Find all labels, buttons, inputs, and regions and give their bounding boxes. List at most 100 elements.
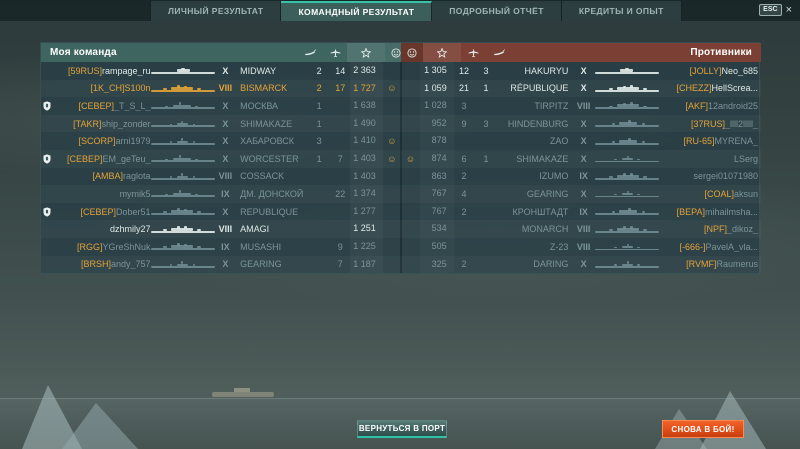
ship-silhouette-cell: [150, 119, 215, 128]
table-row[interactable]: 505 Z-23 VIII [-666-]PavelA_vla...: [401, 238, 761, 256]
base-xp-cell: 767: [420, 203, 454, 221]
ship-name-cell: MUSASHI: [240, 241, 282, 252]
player-name-cell: [JOLLY]Neo_685: [659, 66, 761, 76]
ship-silhouette: [150, 225, 215, 234]
ship-name-cell: DARING: [533, 259, 569, 270]
table-row[interactable]: [СЕВЕР]Dober51 X REPUBLIQUE 1 277: [41, 203, 401, 221]
iceberg: [62, 403, 138, 449]
base-xp-cell: 1 277: [350, 203, 383, 221]
achievement-cell: ☺: [401, 154, 420, 164]
table-row[interactable]: 1 305 12 3 HAKURYU X [JOLLY]Neo_685: [401, 62, 761, 80]
ship-kill-icon[interactable]: [485, 43, 512, 62]
ship-name-cell: WORCESTER: [240, 153, 299, 164]
close-icon[interactable]: ×: [785, 3, 792, 16]
table-row[interactable]: [1K_CH]S100n VIII BISMARCK 2 17 1 727 ☺: [41, 80, 401, 98]
ship-silhouette: [594, 66, 659, 75]
clan-tag: [59RUS]: [68, 65, 103, 76]
player-nickname: MYRENA_: [714, 136, 758, 147]
ship-name-cell: HINDENBURG: [507, 118, 569, 129]
table-row[interactable]: 863 2 IZUMO IX sergei01071980: [401, 168, 761, 186]
star-xp-icon[interactable]: [423, 43, 461, 62]
player-nickname: EM_geTeu_: [102, 153, 151, 164]
esc-key-badge: ESC: [759, 4, 782, 16]
table-row[interactable]: 534 MONARCH VIII [NPF]_dikoz_: [401, 220, 761, 238]
ship-tier-cell: X: [580, 118, 587, 129]
player-nickname: mymik5: [119, 188, 151, 199]
tab-3[interactable]: КРЕДИТЫ И ОПЫТ: [561, 1, 682, 21]
player-nickname: YGreShNuk: [102, 241, 151, 252]
tab-0[interactable]: ЛИЧНЫЙ РЕЗУЛЬТАТ: [150, 1, 282, 21]
achievement-medal-icon: ☺: [405, 153, 416, 164]
clan-tag: [RVMF]: [686, 259, 717, 270]
base-xp-cell: 1 028: [420, 97, 454, 115]
star-xp-icon[interactable]: [347, 43, 385, 62]
ship-tier-cell: X: [222, 153, 229, 164]
table-row[interactable]: 767 2 КРОНШТАДТ IX [ВЕРА]mihailmsha...: [401, 203, 761, 221]
player-nickname: Raumerus: [716, 259, 758, 270]
player-nickname: rampage_ru: [102, 65, 151, 76]
table-row[interactable]: ☺ 874 6 1 SHIMAKAZE X LSerg: [401, 150, 761, 168]
table-row[interactable]: [SCORP]arni1979 X ХАБАРОВСК 3 1 410 ☺: [41, 132, 401, 150]
planes-destroyed-cell: 12: [459, 65, 470, 76]
ship-name-cell: RÉPUBLIQUE: [510, 83, 569, 94]
base-xp-cell: 534: [420, 220, 454, 238]
ship-name-cell: ХАБАРОВСК: [240, 136, 295, 147]
ship-silhouette-cell: [594, 260, 659, 269]
ship-silhouette-cell: [594, 172, 659, 181]
ship-tier-cell: X: [580, 65, 587, 76]
ship-name-cell: ДМ. ДОНСКОЙ: [240, 188, 304, 199]
table-row[interactable]: 878 ZAO X [RU-65]MYRENA_: [401, 132, 761, 150]
achievement-cell: ☺: [383, 83, 401, 93]
ship-tier-cell: X: [222, 136, 229, 147]
player-nickname: _T_S_L_: [114, 100, 151, 111]
player-nickname: andy_757: [111, 259, 151, 270]
ship-kill-icon[interactable]: [296, 43, 323, 62]
table-row[interactable]: 1 059 21 1 RÉPUBLIQUE X [CHEZZ]HellScrea...: [401, 80, 761, 98]
ally-player-rows: [59RUS]rampage_ru X MIDWAY 2 14 2 363 [1K_CH]S…: [41, 62, 401, 273]
table-row[interactable]: dzhmily27 VIII AMAGI 1 251: [41, 220, 401, 238]
base-xp-cell: 1 059: [420, 80, 454, 98]
tab-2[interactable]: ПОДРОБНЫЙ ОТЧЁТ: [432, 1, 562, 21]
base-xp-cell: 505: [420, 238, 454, 256]
battle-again-button[interactable]: СНОВА В БОЙ!: [662, 420, 744, 438]
ship-tier-cell: X: [580, 83, 587, 94]
achievement-icon[interactable]: [401, 43, 423, 62]
table-row[interactable]: [59RUS]rampage_ru X MIDWAY 2 14 2 363: [41, 62, 401, 80]
ship-tier-cell: VIII: [218, 224, 233, 235]
player-nickname: _llll2lllll_: [724, 118, 758, 129]
return-to-port-button[interactable]: ВЕРНУТЬСЯ В ПОРТ: [357, 420, 447, 438]
table-row[interactable]: [СЕВЕР]_T_S_L_ X МОСКВА 1 1 638: [41, 97, 401, 115]
ship-silhouette: [150, 172, 215, 181]
table-row[interactable]: [AMBA]raglota VIII COSSACK 1 403: [41, 168, 401, 186]
ship-name-cell: IZUMO: [539, 171, 569, 182]
ship-name-cell: COSSACK: [240, 171, 285, 182]
table-row[interactable]: [TAKR]ship_zonder X SHIMAKAZE 1 1 490: [41, 115, 401, 133]
table-row[interactable]: [СЕВЕР]EM_geTeu_ X WORCESTER 1 7 1 403 ☺: [41, 150, 401, 168]
plane-kill-icon[interactable]: [323, 43, 347, 62]
clan-tag: [AKF]: [685, 100, 708, 111]
clan-tag: [-666-]: [679, 241, 706, 252]
ship-name-cell: GEARING: [240, 259, 282, 270]
ship-tier-cell: VIII: [576, 100, 591, 111]
table-row[interactable]: mymik5 IX ДМ. ДОНСКОЙ 22 1 374: [41, 185, 401, 203]
ship-silhouette-cell: [150, 101, 215, 110]
player-nickname: HellScrea...: [711, 83, 758, 94]
ship-silhouette: [594, 207, 659, 216]
player-name-cell: [-666-]PavelA_vla...: [659, 242, 761, 252]
table-row[interactable]: 767 4 GEARING X [COAL]aksun: [401, 185, 761, 203]
table-row[interactable]: 1 028 3 TIRPITZ VIII [AKF]12android25: [401, 97, 761, 115]
table-row[interactable]: 952 9 3 HINDENBURG X [37RUS]_llll2lllll_: [401, 115, 761, 133]
table-row[interactable]: 325 2 DARING X [RVMF]Raumerus: [401, 256, 761, 274]
clan-tag: [BRSH]: [81, 259, 112, 270]
player-nickname: LSerg: [733, 153, 758, 164]
tab-1[interactable]: КОМАНДНЫЙ РЕЗУЛЬТАТ: [281, 1, 433, 21]
plane-kill-icon[interactable]: [461, 43, 485, 62]
table-row[interactable]: [RGG]YGreShNuk IX MUSASHI 9 1 225: [41, 238, 401, 256]
ship-silhouette-cell: [150, 225, 215, 234]
player-nickname: raglota: [123, 171, 151, 182]
ship-silhouette-cell: [594, 242, 659, 251]
table-row[interactable]: [BRSH]andy_757 X GEARING 7 1 187: [41, 256, 401, 274]
base-xp-cell: 952: [420, 115, 454, 133]
ship-silhouette-cell: [594, 189, 659, 198]
base-xp-cell: 1 403: [350, 150, 383, 168]
